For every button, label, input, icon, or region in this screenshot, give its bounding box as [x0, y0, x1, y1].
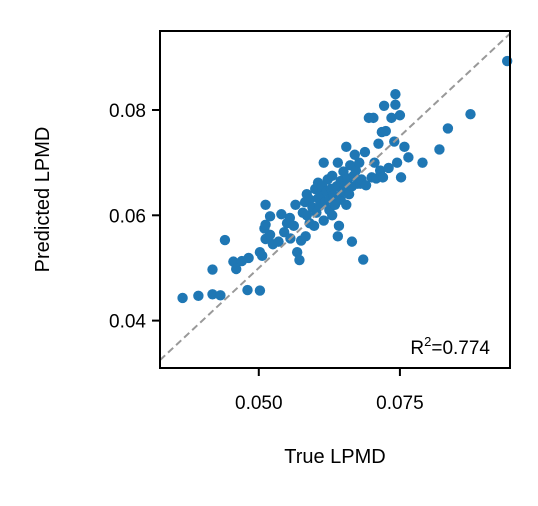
y-tick-label: 0.06	[109, 206, 146, 227]
data-point	[350, 165, 362, 176]
data-point	[332, 157, 344, 168]
y-tick-label: 0.08	[109, 101, 146, 122]
y-axis-label: Predicted LPMD	[32, 127, 54, 273]
data-point	[326, 210, 338, 221]
r-squared-value: =0.774	[431, 338, 490, 359]
data-point	[390, 88, 401, 100]
data-point	[341, 141, 352, 153]
data-point	[260, 219, 271, 230]
data-point	[403, 152, 414, 163]
r-squared-superscript: 2	[424, 334, 431, 349]
data-point	[288, 220, 299, 232]
data-point	[377, 172, 389, 183]
data-point	[219, 234, 231, 246]
data-point	[318, 215, 329, 226]
identity-line	[159, 32, 511, 361]
data-point	[378, 100, 390, 111]
data-point	[341, 199, 352, 210]
x-tick-label: 0.075	[376, 393, 424, 414]
data-point	[349, 149, 360, 160]
x-tick-label: 0.050	[235, 393, 283, 414]
data-point	[354, 157, 365, 168]
data-point	[391, 157, 403, 168]
x-axis-label: True LPMD	[284, 446, 386, 468]
data-point	[193, 290, 204, 302]
r-squared-base: R	[410, 338, 424, 359]
data-point	[395, 172, 407, 183]
data-point	[359, 146, 371, 158]
data-point	[308, 220, 320, 232]
data-point	[276, 209, 287, 220]
data-point	[304, 194, 315, 205]
data-point	[369, 157, 380, 168]
data-point	[394, 110, 406, 121]
data-point	[346, 236, 358, 247]
data-point	[399, 141, 410, 153]
data-point	[177, 292, 188, 304]
data-point	[333, 220, 345, 232]
data-point	[254, 285, 266, 296]
data-point	[380, 125, 392, 137]
data-point	[207, 264, 218, 275]
data-point	[294, 254, 305, 266]
data-point	[417, 157, 428, 168]
data-point	[465, 108, 476, 120]
data-point	[318, 157, 329, 168]
data-point	[256, 250, 268, 262]
r-squared-annotation: R2=0.774	[410, 334, 490, 359]
data-point	[291, 246, 303, 258]
data-point	[339, 181, 350, 192]
data-point	[207, 289, 218, 300]
data-point	[243, 252, 254, 264]
points-layer	[177, 55, 513, 304]
data-point	[442, 123, 454, 134]
data-point	[264, 211, 276, 222]
data-point	[242, 284, 253, 296]
data-point	[260, 199, 271, 210]
data-point	[390, 99, 401, 110]
data-point	[290, 199, 301, 210]
data-point	[373, 138, 384, 149]
y-tick-label: 0.04	[109, 312, 146, 333]
data-point	[300, 231, 311, 242]
data-point	[434, 144, 445, 155]
data-point	[343, 189, 355, 200]
data-point	[368, 112, 379, 124]
data-point	[383, 162, 394, 174]
data-point	[231, 263, 242, 275]
data-point	[301, 210, 312, 221]
data-point	[358, 254, 369, 265]
diagonal-layer	[159, 32, 511, 361]
data-point	[326, 170, 338, 182]
data-point	[360, 180, 372, 191]
data-point	[332, 231, 344, 242]
data-point	[386, 112, 397, 124]
data-point	[215, 290, 226, 301]
data-point	[273, 236, 284, 247]
ticks-layer: 0.050 0.075 0.04 0.06 0.08	[109, 101, 424, 414]
axes-frame	[159, 30, 511, 369]
data-point	[284, 212, 296, 224]
